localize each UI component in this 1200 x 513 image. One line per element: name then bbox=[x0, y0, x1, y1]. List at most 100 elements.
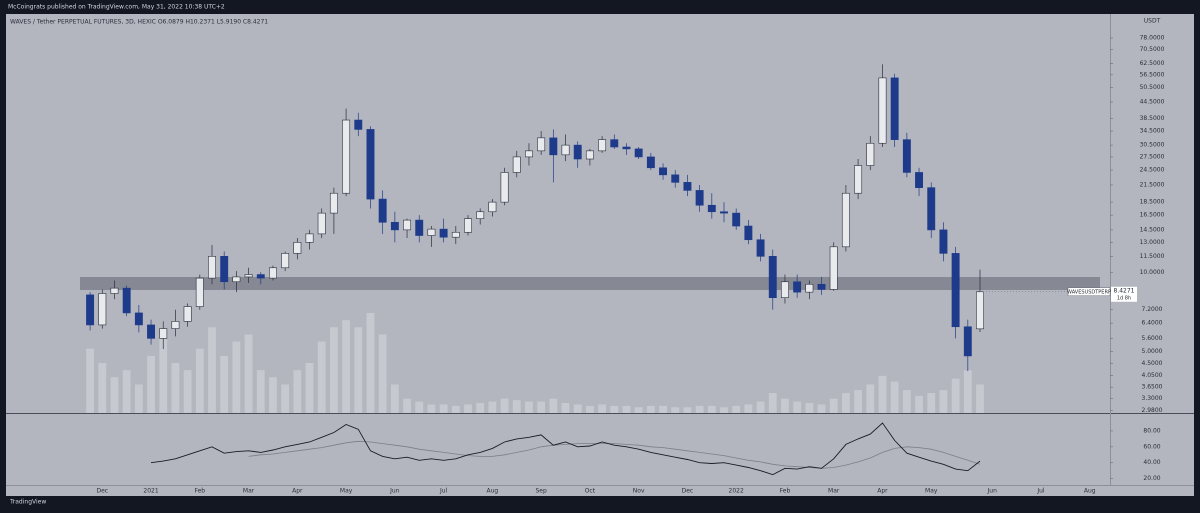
candle-body bbox=[403, 219, 412, 231]
candle-body bbox=[915, 172, 924, 188]
volume-bar bbox=[415, 401, 424, 413]
volume-bar bbox=[427, 404, 436, 413]
volume-bar bbox=[683, 407, 692, 413]
candle-body bbox=[220, 256, 229, 283]
y-tick-label: 5.0000 bbox=[1142, 348, 1163, 355]
candle-body bbox=[695, 190, 704, 206]
volume-bar bbox=[549, 398, 558, 413]
candle-body bbox=[171, 321, 180, 329]
y-tick-label: 30.5000 bbox=[1140, 142, 1165, 149]
volume-bar bbox=[586, 405, 594, 413]
candle-body bbox=[841, 192, 850, 248]
volume-bar bbox=[915, 395, 923, 413]
candle-body bbox=[464, 218, 472, 233]
candle-body bbox=[476, 211, 485, 219]
candle-body bbox=[512, 156, 521, 173]
candle-body bbox=[390, 221, 399, 231]
x-tick-label: Aug bbox=[487, 488, 499, 495]
x-tick-label: Dec bbox=[682, 488, 694, 495]
x-tick-label: Aug bbox=[1084, 488, 1096, 495]
volume-bar bbox=[488, 401, 497, 413]
candle-body bbox=[622, 146, 631, 150]
candle-body bbox=[598, 139, 607, 152]
volume-bar bbox=[756, 401, 765, 413]
y-tick-label: 2.9800 bbox=[1142, 407, 1163, 414]
candle-body bbox=[208, 256, 216, 279]
x-tick-label: 2022 bbox=[729, 488, 744, 495]
y-tick-label: 14.5000 bbox=[1140, 226, 1165, 233]
volume-bar bbox=[134, 384, 143, 413]
volume-bar bbox=[354, 327, 363, 413]
x-tick-label: Apr bbox=[877, 488, 888, 495]
volume-bar bbox=[147, 355, 155, 413]
y-tick-label: 10.0000 bbox=[1140, 269, 1165, 276]
candle-body bbox=[159, 328, 168, 339]
volume-bar bbox=[330, 327, 338, 413]
volume-bar bbox=[378, 334, 387, 413]
price-tag-countdown: 1d 8h bbox=[1117, 295, 1131, 301]
y-tick-label: 5.6000 bbox=[1142, 335, 1163, 342]
y-unit: USDT bbox=[1144, 18, 1161, 25]
candle-body bbox=[317, 212, 326, 235]
y-tick-label: 4.0500 bbox=[1142, 372, 1163, 379]
volume-bar bbox=[220, 355, 229, 413]
volume-bar bbox=[659, 405, 667, 413]
volume-bar bbox=[854, 390, 862, 413]
x-tick-label: Oct bbox=[585, 488, 596, 495]
y-tick-label: 4.5000 bbox=[1142, 360, 1163, 367]
volume-bar bbox=[976, 384, 984, 413]
y-tick-label: 7.2000 bbox=[1142, 306, 1163, 313]
candle-body bbox=[634, 148, 643, 158]
volume-bar bbox=[244, 334, 253, 413]
volume-bar bbox=[720, 407, 728, 413]
candle-body bbox=[707, 204, 716, 213]
y-tick-label: 6.4000 bbox=[1142, 320, 1163, 327]
volume-bar bbox=[695, 405, 704, 413]
volume-bar bbox=[269, 377, 277, 413]
candle-body bbox=[537, 137, 546, 152]
rsi-line bbox=[150, 422, 981, 476]
candle-body bbox=[866, 142, 875, 166]
volume-bar bbox=[768, 393, 777, 413]
volume-bar bbox=[634, 407, 643, 413]
candle-body bbox=[183, 306, 192, 322]
candle-body bbox=[378, 198, 387, 223]
y-tick-label: 18.5000 bbox=[1140, 199, 1165, 206]
volume-bar bbox=[293, 370, 302, 413]
volume-bar bbox=[598, 404, 606, 413]
candle-body bbox=[86, 294, 95, 326]
candle-body bbox=[768, 256, 777, 298]
volume-bar bbox=[842, 393, 850, 413]
y-tick-label: 3.6500 bbox=[1142, 384, 1163, 391]
volume-bar bbox=[744, 404, 753, 413]
y-tick-label: 62.5000 bbox=[1140, 60, 1165, 67]
y-tick-label: 56.5000 bbox=[1140, 71, 1165, 78]
candle-body bbox=[256, 274, 265, 279]
candle-body bbox=[524, 150, 533, 158]
candle-body bbox=[329, 192, 338, 214]
candle-body bbox=[890, 77, 899, 140]
volume-bar bbox=[537, 401, 546, 413]
candle-body bbox=[902, 139, 911, 173]
candle-body bbox=[427, 228, 436, 236]
x-tick-label: Mar bbox=[243, 488, 255, 495]
volume-bar bbox=[829, 398, 838, 413]
volume-bar bbox=[817, 404, 826, 413]
volume-bar bbox=[159, 334, 168, 413]
volume-bar bbox=[439, 404, 448, 413]
volume-bar bbox=[86, 348, 94, 413]
price-tag bbox=[1111, 286, 1137, 302]
candle-body bbox=[805, 283, 814, 293]
volume-bar bbox=[707, 405, 716, 413]
volume-bar bbox=[512, 400, 521, 413]
candle-body bbox=[232, 276, 241, 283]
volume-bar bbox=[476, 403, 485, 413]
candle-body bbox=[646, 156, 655, 169]
candle-body bbox=[451, 231, 460, 238]
y-tick-label: 70.5000 bbox=[1140, 46, 1165, 53]
volume-bar bbox=[805, 403, 814, 413]
volume-bar bbox=[500, 398, 509, 413]
candle-body bbox=[976, 291, 984, 330]
candle-body bbox=[963, 326, 972, 357]
x-tick-label: Nov bbox=[633, 488, 645, 495]
